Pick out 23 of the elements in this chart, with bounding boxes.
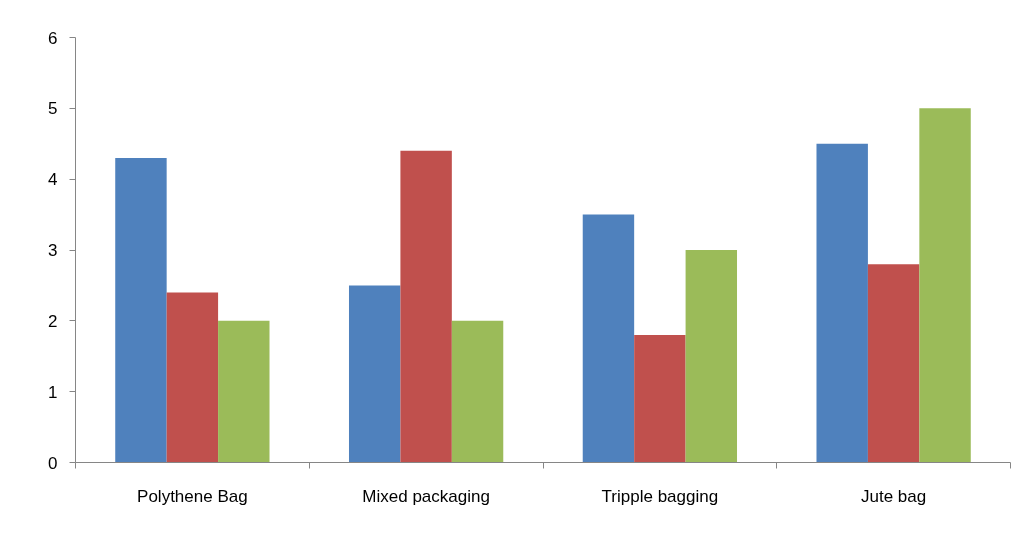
x-tick-label: Jute bag — [861, 486, 927, 506]
bar — [867, 264, 920, 463]
bar — [582, 214, 635, 463]
y-tick-label: 3 — [48, 241, 58, 260]
y-tick-label: 6 — [48, 28, 58, 48]
y-tick-label: 0 — [48, 453, 58, 473]
bar — [218, 320, 270, 463]
x-tick-label: Mixed packaging — [362, 486, 490, 506]
y-tick-label: 1 — [48, 382, 58, 402]
y-tick-label: 2 — [48, 311, 58, 331]
bar — [816, 143, 868, 463]
bar — [919, 108, 971, 463]
bar — [400, 150, 452, 463]
bar — [348, 285, 401, 463]
x-tick-label: Tripple bagging — [601, 486, 719, 506]
x-tick-label: Polythene Bag — [137, 486, 248, 506]
y-tick-label: 4 — [48, 170, 58, 190]
bar — [166, 292, 219, 463]
bar — [115, 157, 167, 463]
bar — [685, 250, 738, 463]
bar — [451, 320, 504, 463]
y-tick-label: 5 — [48, 99, 58, 119]
bar — [634, 335, 686, 463]
